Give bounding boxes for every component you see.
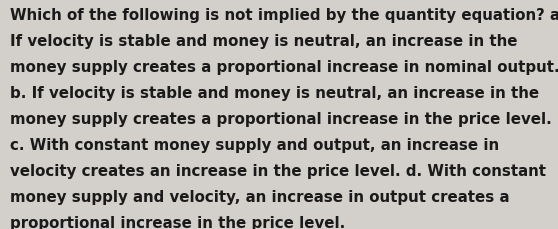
Text: c. With constant money supply and output, an increase in: c. With constant money supply and output…	[10, 137, 499, 152]
Text: proportional increase in the price level.: proportional increase in the price level…	[10, 215, 345, 229]
Text: Which of the following is not implied by the quantity equation? a.: Which of the following is not implied by…	[10, 8, 558, 23]
Text: money supply creates a proportional increase in the price level.: money supply creates a proportional incr…	[10, 112, 552, 126]
Text: b. If velocity is stable and money is neutral, an increase in the: b. If velocity is stable and money is ne…	[10, 86, 539, 101]
Text: velocity creates an increase in the price level. d. With constant: velocity creates an increase in the pric…	[10, 163, 546, 178]
Text: money supply and velocity, an increase in output creates a: money supply and velocity, an increase i…	[10, 189, 509, 204]
Text: money supply creates a proportional increase in nominal output.: money supply creates a proportional incr…	[10, 60, 558, 75]
Text: If velocity is stable and money is neutral, an increase in the: If velocity is stable and money is neutr…	[10, 34, 517, 49]
